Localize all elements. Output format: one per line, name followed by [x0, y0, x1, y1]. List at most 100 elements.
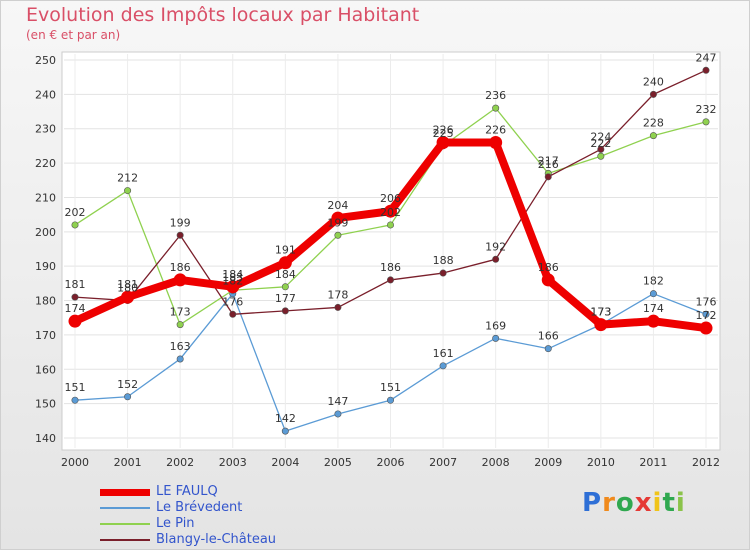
point-le-pin-2001 — [124, 187, 132, 195]
data-label-le-faulq-2005: 204 — [327, 199, 348, 212]
data-label-le-pin-2011: 228 — [643, 117, 664, 130]
x-tick-label-2005: 2005 — [324, 456, 352, 469]
data-label-le-pin-2006: 202 — [380, 206, 401, 219]
data-label-le-faulq-2012: 172 — [696, 309, 717, 322]
data-label-le-pin-2008: 236 — [485, 89, 506, 102]
point-le-faulq-2011 — [646, 314, 660, 328]
data-label-blangy-le-chateau-2004: 177 — [275, 292, 296, 305]
data-label-le-brevedent-2003: 182 — [222, 275, 243, 288]
x-tick-label-2000: 2000 — [61, 456, 89, 469]
data-label-le-faulq-2004: 191 — [275, 244, 296, 257]
data-label-le-pin-2003: 183 — [222, 271, 243, 284]
legend-swatch-blangy-le-chateau — [100, 539, 150, 541]
point-le-faulq-2006 — [384, 204, 397, 218]
x-tick-label-2010: 2010 — [587, 456, 615, 469]
data-label-le-faulq-2002: 186 — [170, 261, 191, 274]
data-label-le-brevedent-2001: 152 — [117, 378, 138, 391]
data-label-le-pin-2000: 202 — [65, 206, 86, 219]
data-label-le-brevedent-2008: 169 — [485, 319, 506, 332]
data-label-le-pin-2001: 212 — [117, 172, 138, 185]
data-label-le-pin-2005: 199 — [327, 216, 348, 229]
point-le-brevedent-2007 — [439, 362, 447, 370]
data-label-le-pin-2007: 225 — [433, 127, 454, 140]
data-label-le-brevedent-2006: 151 — [380, 381, 401, 394]
x-tick-label-2009: 2009 — [534, 456, 562, 469]
point-le-faulq-2005 — [331, 211, 345, 225]
legend-swatch-le-pin — [100, 523, 150, 525]
x-tick-label-2011: 2011 — [639, 456, 667, 469]
point-le-pin-2012 — [702, 118, 710, 126]
point-le-brevedent-2011 — [649, 290, 657, 298]
legend-label-blangy-le-chateau: Blangy-le-Château — [156, 532, 277, 547]
y-tick-label-160: 160 — [35, 363, 56, 376]
point-le-brevedent-2001 — [124, 393, 132, 401]
point-le-brevedent-2008 — [492, 334, 500, 342]
data-label-le-faulq-2009: 186 — [538, 261, 559, 274]
proxiti-logo: Proxiti — [582, 488, 686, 518]
data-label-blangy-le-chateau-2006: 186 — [380, 261, 401, 274]
data-label-blangy-le-chateau-2010: 224 — [590, 130, 611, 143]
logo-letter: t — [662, 488, 676, 518]
y-tick-label-250: 250 — [35, 54, 56, 67]
point-le-faulq-2012 — [699, 321, 713, 335]
y-tick-label-200: 200 — [35, 226, 56, 239]
point-le-brevedent-2005 — [334, 410, 342, 418]
point-le-pin-2005 — [334, 231, 342, 239]
x-tick-label-2003: 2003 — [219, 456, 247, 469]
point-blangy-le-chateau-2007 — [439, 269, 447, 277]
logo-letter: i — [675, 488, 686, 518]
x-tick-label-2007: 2007 — [429, 456, 457, 469]
point-le-pin-2004 — [281, 283, 289, 291]
data-label-blangy-le-chateau-2005: 178 — [327, 288, 348, 301]
point-le-brevedent-2004 — [281, 427, 289, 435]
point-blangy-le-chateau-2008 — [492, 255, 500, 263]
logo-letter: r — [602, 488, 616, 518]
legend-swatch-le-faulq — [100, 489, 150, 496]
data-label-le-brevedent-2009: 166 — [538, 330, 559, 343]
data-label-le-faulq-2010: 173 — [590, 306, 611, 319]
point-le-pin-2002 — [176, 321, 184, 329]
point-le-faulq-2008 — [489, 135, 503, 149]
y-tick-label-180: 180 — [35, 295, 56, 308]
y-tick-label-170: 170 — [35, 329, 56, 342]
x-tick-label-2008: 2008 — [482, 456, 510, 469]
data-label-blangy-le-chateau-2008: 192 — [485, 240, 506, 253]
data-label-le-faulq-2006: 206 — [380, 192, 401, 205]
logo-letter: P — [582, 488, 603, 518]
chart-subtitle: (en € et par an) — [26, 28, 121, 42]
point-blangy-le-chateau-2004 — [281, 307, 289, 315]
data-label-blangy-le-chateau-2011: 240 — [643, 75, 664, 88]
point-blangy-le-chateau-2006 — [386, 276, 394, 284]
y-tick-label-240: 240 — [35, 88, 56, 101]
point-le-faulq-2010 — [594, 318, 608, 332]
point-le-faulq-2003 — [226, 280, 240, 294]
legend-label-le-pin: Le Pin — [156, 516, 195, 531]
point-blangy-le-chateau-2000 — [71, 293, 79, 301]
data-label-le-brevedent-2005: 147 — [327, 395, 348, 408]
y-tick-label-220: 220 — [35, 157, 56, 170]
point-le-faulq-2009 — [541, 273, 555, 287]
logo-letter: o — [615, 488, 635, 518]
logo-letter: i — [652, 488, 663, 518]
data-label-le-brevedent-2004: 142 — [275, 412, 296, 425]
data-label-blangy-le-chateau-2001: 180 — [117, 282, 138, 295]
point-le-faulq-2007 — [436, 135, 450, 149]
data-label-blangy-le-chateau-2002: 199 — [170, 216, 191, 229]
data-label-le-pin-2010: 222 — [590, 137, 611, 150]
point-le-pin-2006 — [386, 221, 394, 229]
point-le-faulq-2004 — [278, 256, 292, 270]
data-label-blangy-le-chateau-2000: 181 — [65, 278, 86, 291]
point-le-faulq-2001 — [121, 290, 135, 304]
data-label-blangy-le-chateau-2007: 188 — [433, 254, 454, 267]
point-le-faulq-2002 — [173, 273, 187, 287]
data-label-blangy-le-chateau-2009: 216 — [538, 158, 559, 171]
data-label-le-faulq-2011: 174 — [643, 302, 664, 315]
point-le-brevedent-2009 — [544, 345, 552, 353]
point-blangy-le-chateau-2010 — [597, 145, 605, 153]
y-tick-label-190: 190 — [35, 260, 56, 273]
legend-swatch-le-brevedent — [100, 507, 150, 509]
point-le-brevedent-2000 — [71, 396, 79, 404]
x-tick-label-2012: 2012 — [692, 456, 720, 469]
data-label-le-brevedent-2010: 173 — [590, 306, 611, 319]
